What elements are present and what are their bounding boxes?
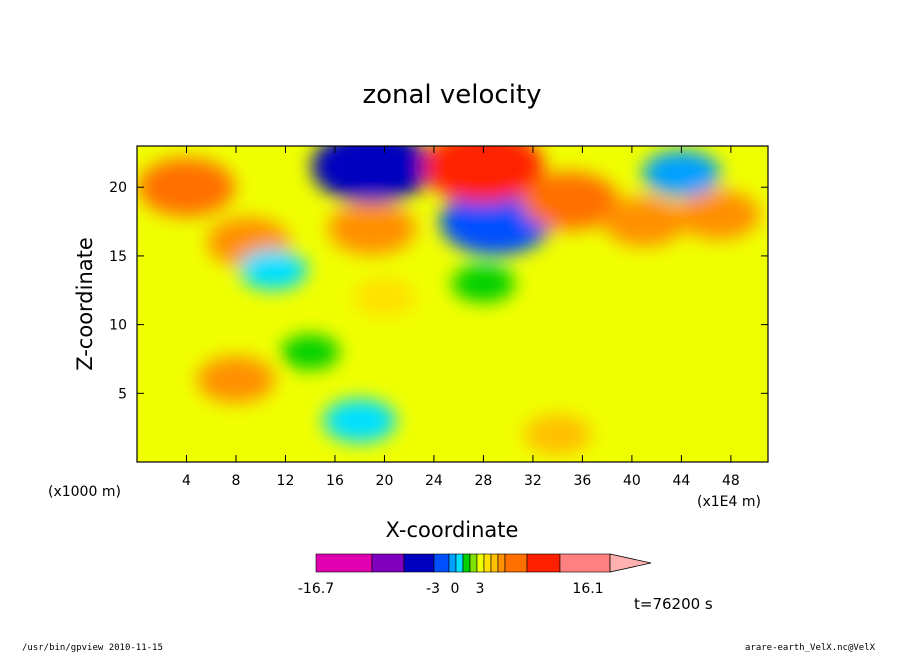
field-feature — [137, 158, 236, 217]
colorbar-segment — [403, 553, 435, 573]
colorbar-segment — [497, 553, 506, 573]
x-unit-label: (x1E4 m) — [697, 494, 761, 510]
plot-frame — [136, 145, 769, 463]
z-unit-label: (x1000 m) — [48, 484, 121, 500]
field-feature — [280, 334, 340, 370]
colorbar-segment — [455, 553, 464, 573]
field-feature — [523, 414, 592, 456]
field-feature — [196, 356, 275, 403]
time-label: t=76200 s — [634, 595, 713, 613]
colorbar-segment — [483, 553, 492, 573]
field-feature — [521, 171, 619, 231]
x-tick-label: 16 — [326, 473, 344, 489]
x-axis-label: X-coordinate — [386, 518, 519, 542]
colorbar-label: 0 — [451, 581, 460, 597]
colorbar-label: -3 — [426, 581, 440, 597]
field-feature — [677, 189, 760, 240]
field-feature — [238, 249, 308, 291]
colorbar-label: 16.1 — [572, 581, 603, 597]
colorbar-segment — [559, 553, 611, 573]
colorbar-label: 3 — [476, 581, 485, 597]
colorbar-segment — [448, 553, 457, 573]
field-feature — [323, 398, 397, 443]
x-tick-label: 8 — [232, 473, 241, 489]
x-axis-ticks: 4 8 12 16 20 24 28 32 36 40 44 48 — [182, 146, 740, 489]
colorbar-labels: -16.7 -3 0 3 16.1 — [298, 581, 604, 597]
x-tick-label: 4 — [182, 473, 191, 489]
colorbar-segment — [526, 553, 561, 573]
colorbar — [315, 553, 652, 573]
velocity-field — [137, 146, 760, 456]
field-feature — [422, 146, 545, 203]
plot-area — [137, 146, 768, 462]
x-tick-label: 12 — [277, 473, 295, 489]
colorbar-segment — [433, 553, 450, 573]
colorbar-segment — [490, 553, 499, 573]
y-axis-ticks: 5 10 15 20 — [109, 180, 768, 402]
field-feature — [451, 264, 516, 303]
field-feature — [328, 202, 416, 255]
colorbar-extend-arrow — [609, 553, 652, 573]
field-feature — [311, 146, 433, 203]
footer-right: arare-earth_VelX.nc@VelX — [745, 643, 876, 653]
footer-left: /usr/bin/gpview 2010-11-15 — [22, 643, 163, 653]
x-tick-label: 28 — [475, 473, 493, 489]
y-tick-label: 10 — [109, 318, 127, 334]
x-tick-label: 44 — [672, 473, 690, 489]
y-tick-label: 20 — [109, 180, 127, 196]
field-feature — [642, 150, 721, 197]
field-feature — [602, 196, 686, 247]
x-tick-label: 32 — [524, 473, 542, 489]
x-tick-label: 48 — [722, 473, 740, 489]
colorbar-segment — [504, 553, 528, 573]
y-tick-label: 15 — [109, 249, 127, 265]
y-tick-label: 5 — [118, 386, 127, 402]
y-axis-label: Z-coordinate — [73, 237, 97, 371]
colorbar-segment — [462, 553, 471, 573]
plot-background — [137, 146, 768, 462]
x-tick-label: 24 — [425, 473, 443, 489]
chart-title: zonal velocity — [362, 80, 541, 110]
x-tick-label: 20 — [376, 473, 394, 489]
colorbar-segment — [469, 553, 478, 573]
colorbar-label: -16.7 — [298, 581, 334, 597]
field-feature — [352, 278, 417, 317]
colorbar-segment — [315, 553, 373, 573]
x-tick-label: 40 — [623, 473, 641, 489]
x-tick-label: 36 — [573, 473, 591, 489]
colorbar-segment — [476, 553, 485, 573]
colorbar-segment — [371, 553, 405, 573]
